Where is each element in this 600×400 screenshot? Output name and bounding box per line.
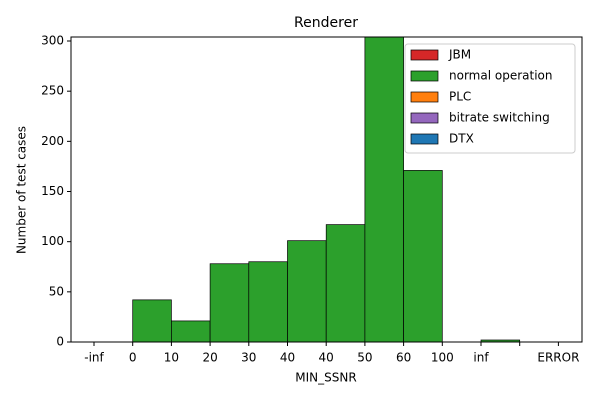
legend-label: bitrate switching	[449, 111, 550, 125]
legend-swatch	[410, 91, 439, 103]
x-tick-label: ERROR	[537, 351, 579, 365]
plot-frame	[70, 36, 583, 343]
legend-label: DTX	[449, 132, 474, 146]
y-tick-label: 200	[41, 134, 64, 148]
x-tick-label: 100	[431, 351, 454, 365]
x-tick-label: -inf	[84, 351, 104, 365]
x-tick-label: 0	[129, 351, 137, 365]
y-tick-label: 0	[56, 335, 64, 349]
bar	[403, 170, 443, 343]
x-tick-label: inf	[473, 351, 489, 365]
legend-box	[404, 43, 576, 154]
legend-label: PLC	[449, 90, 471, 104]
legend-swatch	[410, 70, 439, 82]
y-tick-label: 50	[49, 284, 64, 298]
x-tick-label: 40	[280, 351, 295, 365]
y-axis-label: Number of test cases	[15, 126, 29, 254]
y-tick-label: 300	[41, 34, 64, 48]
bar	[364, 36, 404, 343]
x-tick-label: 30	[241, 351, 256, 365]
legend-swatch	[410, 133, 439, 145]
legend-swatch	[410, 112, 439, 124]
bar	[325, 224, 366, 343]
legend-swatch	[410, 49, 439, 61]
bar	[171, 320, 211, 343]
bar	[132, 299, 172, 343]
x-tick-label: 10	[164, 351, 179, 365]
chart-title: Renderer	[294, 15, 358, 31]
x-tick-label: 60	[396, 351, 411, 365]
x-axis-label: MIN_SSNR	[295, 371, 356, 385]
y-tick-label: 250	[41, 84, 64, 98]
bar	[248, 261, 288, 343]
bar	[209, 263, 250, 343]
legend-label: JBM	[448, 48, 471, 62]
x-tick-label: 40	[319, 351, 334, 365]
bar	[287, 240, 327, 343]
legend-label: normal operation	[449, 69, 552, 83]
y-tick-label: 150	[41, 184, 64, 198]
x-tick-label: 20	[202, 351, 217, 365]
y-tick-label: 100	[41, 234, 64, 248]
x-tick-label: 50	[357, 351, 372, 365]
